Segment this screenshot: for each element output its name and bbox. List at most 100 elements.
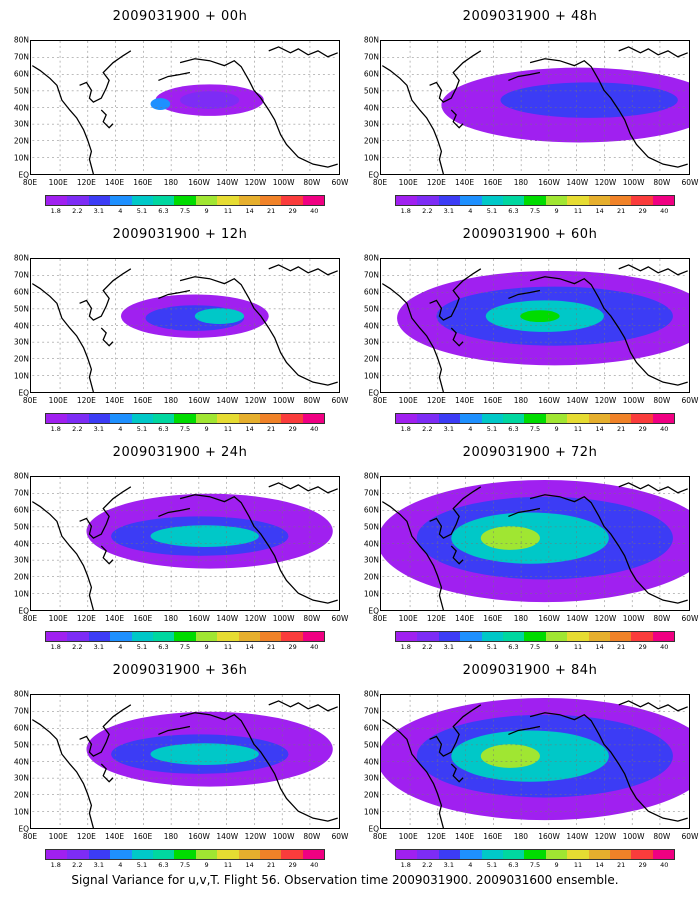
latitude-label: EQ xyxy=(368,170,379,180)
map-plot-area xyxy=(30,476,340,611)
panel-title: 2009031900 + 24h xyxy=(112,445,248,460)
colorbar-swatch xyxy=(217,196,239,205)
colorbar-label: 3.1 xyxy=(443,643,455,651)
longitude-label: 80W xyxy=(653,178,671,187)
colorbar-label: 21 xyxy=(617,861,626,869)
longitude-axis: 80E 100E 120E 140E 160E 180 160W 140W 120W 100W 80… xyxy=(23,396,349,406)
colorbar-label: 14 xyxy=(245,207,254,215)
colorbar: 1.8 2.2 3.1 4 5.1 6.3 7.5 9 11 14 21 29 40 xyxy=(395,195,675,216)
longitude-label: 160E xyxy=(483,614,503,623)
colorbar-label: 6.3 xyxy=(158,425,169,433)
colorbar-label: 3.1 xyxy=(443,425,455,433)
colorbar-label: 29 xyxy=(288,643,297,651)
latitude-label: EQ xyxy=(18,170,29,180)
longitude-label: 80E xyxy=(372,178,388,187)
colorbar-swatch xyxy=(524,632,546,641)
latitude-label: EQ xyxy=(368,824,379,834)
colorbar-swatch xyxy=(396,632,418,641)
latitude-label: 60N xyxy=(363,723,379,733)
colorbar-swatch xyxy=(438,850,461,859)
coastline xyxy=(508,71,541,82)
colorbar-swatch xyxy=(238,196,260,205)
colorbar-swatch xyxy=(460,414,482,423)
colorbar-label: 9 xyxy=(554,643,559,651)
map-plot-area xyxy=(30,258,340,393)
colorbar-label: 14 xyxy=(595,643,604,651)
colorbar-label: 29 xyxy=(288,207,297,215)
colorbar-label: 6.3 xyxy=(158,207,169,215)
latitude-label: 80N xyxy=(363,35,379,45)
colorbar-label: 11 xyxy=(223,207,233,215)
longitude-label: 80W xyxy=(303,178,321,187)
colorbar-swatch xyxy=(46,850,68,859)
longitude-label: 100W xyxy=(622,832,645,841)
longitude-label: 140E xyxy=(105,178,125,187)
colorbar-label: 40 xyxy=(310,643,319,651)
colorbar-swatch xyxy=(259,414,282,423)
latitude-label: 80N xyxy=(363,253,379,263)
variance-contour-region xyxy=(150,743,259,765)
colorbar-swatch xyxy=(417,850,439,859)
colorbar-label: 4 xyxy=(468,861,473,869)
colorbar-swatch xyxy=(524,850,546,859)
colorbar-label: 7.5 xyxy=(179,207,191,215)
latitude-label: 60N xyxy=(13,287,29,297)
latitude-label: 20N xyxy=(363,136,379,146)
latitude-axis: 80N 70N 60N 50N 40N 30N 20N 10N EQ xyxy=(10,254,30,398)
longitude-label: 140W xyxy=(566,396,589,405)
colorbar-label: 1.8 xyxy=(50,207,61,215)
latitude-label: 20N xyxy=(363,572,379,582)
longitude-label: 160W xyxy=(188,396,210,405)
latitude-label: EQ xyxy=(368,388,379,398)
colorbar-label: 5.1 xyxy=(486,643,498,651)
longitude-label: 140W xyxy=(566,178,589,187)
colorbar-swatch xyxy=(481,196,503,205)
coastline xyxy=(618,46,688,58)
latitude-label: 40N xyxy=(13,539,29,548)
colorbar-label: 9 xyxy=(554,425,559,433)
colorbar-label: 9 xyxy=(204,207,209,215)
colorbar-label: 6.3 xyxy=(508,207,519,215)
longitude-label: 140E xyxy=(455,178,475,187)
colorbar-swatch xyxy=(152,414,175,423)
colorbar-label: 14 xyxy=(595,207,604,215)
colorbar-swatch xyxy=(67,850,89,859)
colorbar-label: 1.8 xyxy=(400,207,411,215)
colorbar-label: 6.3 xyxy=(508,425,519,433)
longitude-label: 100W xyxy=(622,178,645,187)
longitude-label: 120E xyxy=(76,832,96,841)
longitude-axis: 80E 100E 120E 140E 160E 180 160W 140W 120W 100W 80… xyxy=(23,832,349,842)
latitude-label: 80N xyxy=(363,471,379,481)
latitude-label: 40N xyxy=(13,321,29,330)
colorbar-swatch xyxy=(174,632,196,641)
colorbar-label: 40 xyxy=(310,425,319,433)
map-panel-12h: 2009031900 + 12h 80N 70N 60N 50N 40N 30N 20N 10N… xyxy=(10,218,350,443)
colorbar-swatch xyxy=(217,632,239,641)
colorbar-swatch xyxy=(631,850,653,859)
longitude-label: 80E xyxy=(372,832,388,841)
map-plot-area xyxy=(380,258,690,393)
map-plot-area xyxy=(380,476,690,611)
longitude-label: 120W xyxy=(594,614,617,623)
coastline xyxy=(381,501,444,610)
colorbar-swatch xyxy=(609,632,632,641)
colorbar-label: 40 xyxy=(660,425,669,433)
latitude-label: 80N xyxy=(13,689,29,699)
colorbar-swatch xyxy=(588,850,610,859)
colorbar-swatch xyxy=(652,850,675,859)
longitude-label: 60W xyxy=(681,614,699,623)
variance-contour-region xyxy=(150,525,259,547)
colorbar-label: 5.1 xyxy=(486,861,498,869)
longitude-label: 100W xyxy=(272,178,295,187)
latitude-label: 40N xyxy=(363,321,379,330)
colorbar-swatch xyxy=(46,632,68,641)
colorbar-swatch xyxy=(396,196,418,205)
longitude-label: 140W xyxy=(216,396,239,405)
variance-contour-region xyxy=(150,98,171,110)
colorbar-label: 7.5 xyxy=(529,861,541,869)
longitude-label: 160W xyxy=(538,396,560,405)
latitude-label: 70N xyxy=(13,706,29,716)
colorbar-swatch xyxy=(152,850,175,859)
variance-contour-region xyxy=(180,91,240,109)
map-panel-36h: 2009031900 + 36h 80N 70N 60N 50N 40N 30N 20N 10N… xyxy=(10,654,350,879)
